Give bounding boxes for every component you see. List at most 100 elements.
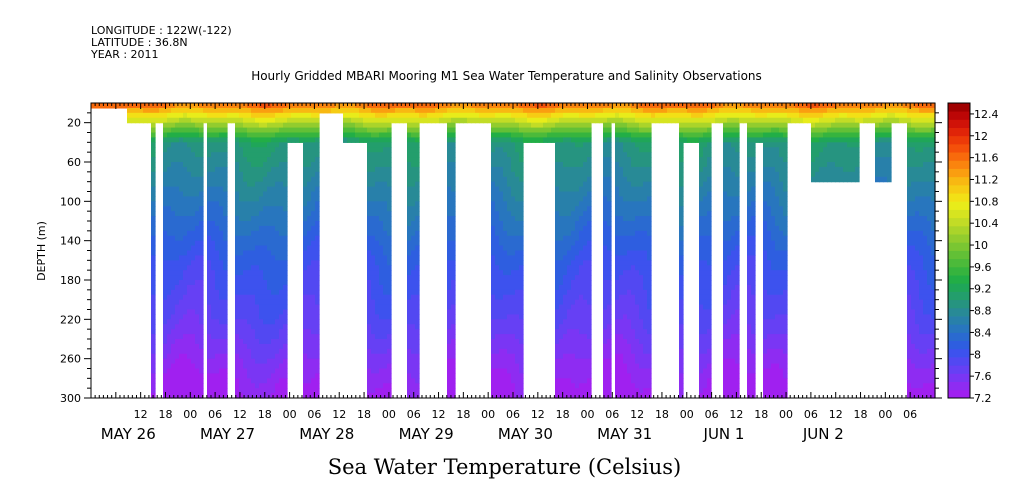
heatmap-cell [379,181,384,188]
heatmap-cell [223,191,228,198]
heatmap-cell [635,378,640,384]
heatmap-cell [383,127,388,134]
heatmap-cell [515,324,520,330]
heatmap-cell [243,260,248,266]
heatmap-cell [247,245,252,252]
heatmap-cell [503,299,508,306]
heatmap-cell [643,112,648,119]
heatmap-cell [239,137,244,143]
heatmap-cell [515,358,520,365]
heatmap-cell [315,309,320,316]
heatmap-cell [623,373,628,379]
heatmap-cell [387,240,392,247]
heatmap-cell [383,270,388,276]
heatmap-cell [179,265,184,271]
heatmap-cell [511,358,516,365]
heatmap-cell [263,245,268,252]
heatmap-cell [679,383,684,389]
heatmap-cell [487,112,492,119]
heatmap-cell [315,289,320,296]
heatmap-cell [191,373,196,379]
heatmap-cell [315,221,320,227]
heatmap-cell [251,196,256,202]
heatmap-cell [239,368,244,375]
heatmap-cell [183,181,188,188]
heatmap-cell [283,275,288,281]
heatmap-cell [475,107,480,114]
heatmap-cell [619,329,624,335]
heatmap-cell [211,314,216,320]
heatmap-cell [367,378,372,384]
heatmap-cell [699,117,704,124]
heatmap-cell [515,235,520,242]
heatmap-cell [699,201,704,207]
heatmap-cell [583,280,588,286]
heatmap-cell [635,343,640,350]
heatmap-cell [215,206,220,212]
heatmap-cell [199,117,204,124]
heatmap-cell [251,334,256,340]
heatmap-cell [375,201,380,207]
heatmap-cell [403,112,408,119]
heatmap-cell [255,255,260,261]
heatmap-cell [275,314,280,320]
heatmap-cell [563,162,568,168]
heatmap-cell [263,284,268,291]
heatmap-cell [631,147,636,153]
heatmap-cell [699,378,704,384]
heatmap-cell [571,314,576,320]
heatmap-cell [639,319,644,325]
heatmap-cell [271,353,276,360]
heatmap-cell [199,373,204,379]
heatmap-cell [583,181,588,188]
heatmap-cell [275,373,280,379]
heatmap-cell [151,309,156,316]
heatmap-cell [415,132,420,139]
heatmap-cell [519,225,524,232]
heatmap-cell [195,235,200,242]
heatmap-cell [271,363,276,370]
heatmap-cell [307,166,312,173]
heatmap-cell [263,255,268,261]
heatmap-cell [219,294,224,301]
heatmap-cell [231,112,236,119]
heatmap-cell [447,216,452,222]
heatmap-cell [699,235,704,242]
heatmap-cell [303,181,308,188]
heatmap-cell [619,191,624,198]
heatmap-cell [563,373,568,379]
heatmap-cell [163,201,168,207]
heatmap-cell [259,393,264,399]
heatmap-cell [311,196,316,202]
heatmap-cell [383,112,388,119]
heatmap-cell [215,225,220,232]
heatmap-cell [207,275,212,281]
heatmap-cell [235,142,240,148]
heatmap-cell [211,211,216,217]
heatmap-cell [571,334,576,340]
heatmap-cell [151,260,156,266]
heatmap-cell [211,324,216,330]
heatmap-cell [603,221,608,227]
heatmap-cell [311,299,316,306]
heatmap-cell [639,343,644,350]
heatmap-cell [191,166,196,173]
heatmap-cell [511,191,516,198]
heatmap-cell [491,363,496,370]
heatmap-cell [151,329,156,335]
heatmap-cell [267,324,272,330]
heatmap-cell [219,304,224,311]
heatmap-cell [619,270,624,276]
heatmap-cell [379,147,384,153]
heatmap-cell [283,152,288,158]
heatmap-cell [567,319,572,325]
heatmap-cell [627,363,632,370]
heatmap-cell [415,122,420,129]
heatmap-cell [447,191,452,198]
heatmap-cell [315,343,320,350]
heatmap-cell [639,201,644,207]
heatmap-cell [387,191,392,198]
heatmap-cell [375,152,380,158]
heatmap-cell [511,235,516,242]
heatmap-cell [275,250,280,257]
